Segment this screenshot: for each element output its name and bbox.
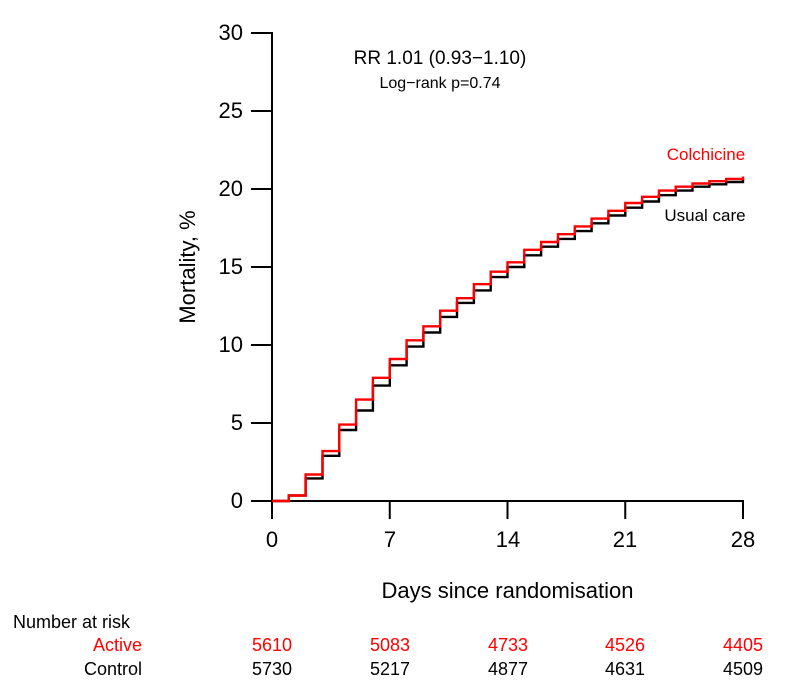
risk-value-control-day21: 4631 bbox=[604, 659, 646, 679]
risk-value-control-day0: 5730 bbox=[251, 659, 293, 679]
logrank-annotation: Log−rank p=0.74 bbox=[379, 75, 501, 92]
risk-value-active-day21: 4526 bbox=[604, 635, 646, 655]
x-tick-label-7: 7 bbox=[383, 527, 397, 552]
risk-value-active-day0: 5610 bbox=[251, 635, 293, 655]
y-tick-label-30: 30 bbox=[218, 20, 243, 45]
colchicine-curve-label: Colchicine bbox=[666, 145, 746, 164]
risk-row-label-active: Active bbox=[92, 635, 142, 655]
x-tick-label-21: 21 bbox=[612, 527, 638, 552]
usual-care-curve bbox=[272, 178, 745, 503]
x-tick-label-0: 0 bbox=[265, 527, 279, 552]
risk-value-active-day14: 4733 bbox=[487, 635, 529, 655]
risk-value-control-day28: 4509 bbox=[722, 659, 764, 679]
risk-row-label-control: Control bbox=[83, 659, 142, 679]
risk-value-active-day28: 4405 bbox=[722, 635, 764, 655]
colchicine-curve bbox=[272, 176, 745, 503]
y-tick-label-0: 0 bbox=[230, 488, 243, 513]
y-tick-label-20: 20 bbox=[218, 176, 243, 201]
y-tick-label-10: 10 bbox=[218, 332, 243, 357]
y-tick-label-15: 15 bbox=[218, 254, 243, 279]
y-tick-label-5: 5 bbox=[230, 410, 243, 435]
usual-care-curve-label: Usual care bbox=[664, 206, 746, 225]
risk-table-header: Number at risk bbox=[13, 612, 131, 632]
risk-value-control-day14: 4877 bbox=[487, 659, 529, 679]
risk-value-active-day7: 5083 bbox=[369, 635, 411, 655]
risk-value-control-day7: 5217 bbox=[369, 659, 411, 679]
x-tick-label-28: 28 bbox=[730, 527, 756, 552]
risk-ratio-annotation: RR 1.01 (0.93−1.10) bbox=[353, 48, 527, 69]
x-tick-label-14: 14 bbox=[495, 527, 521, 552]
x-axis-title: Days since randomisation bbox=[381, 578, 634, 603]
y-tick-label-25: 25 bbox=[218, 98, 243, 123]
